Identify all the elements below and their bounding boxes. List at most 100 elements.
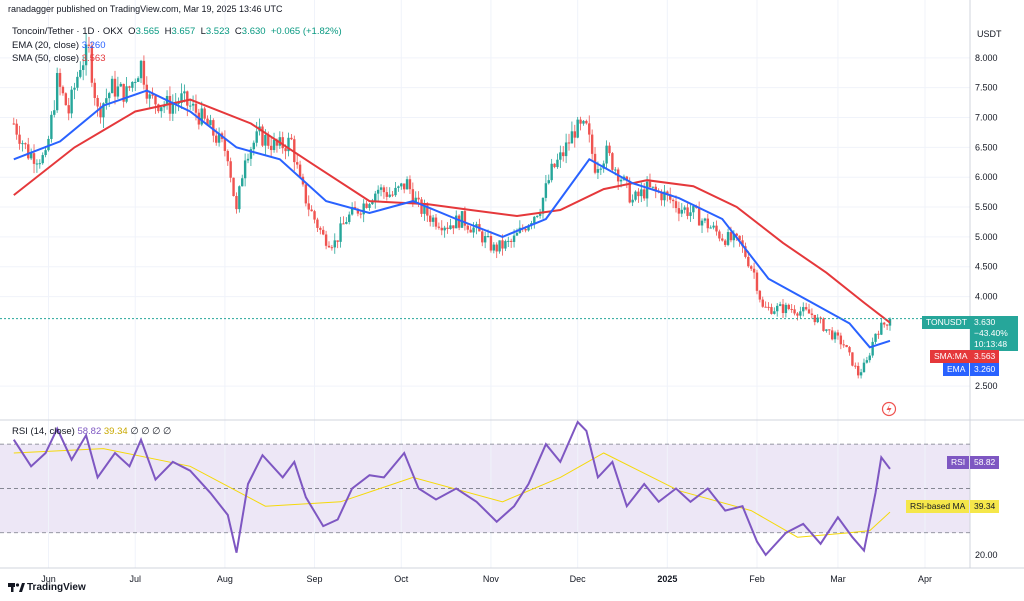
candle-body: [885, 324, 889, 326]
candle-body: [845, 345, 848, 348]
candle-body: [538, 213, 542, 216]
time-tick-label: Jul: [129, 574, 141, 584]
candle-body: [119, 83, 122, 87]
candle-body: [692, 206, 695, 213]
ema-legend[interactable]: EMA (20, close) 3.260: [12, 40, 105, 51]
candle-body: [261, 126, 264, 146]
candle-body: [848, 347, 851, 353]
candle-body: [776, 305, 779, 312]
candle-body: [669, 194, 672, 200]
rsi-legend[interactable]: RSI (14, close) 58.82 39.34 ∅ ∅ ∅ ∅: [12, 426, 171, 437]
candle-body: [235, 196, 238, 210]
candle-body: [674, 201, 678, 209]
candle-body: [666, 191, 669, 195]
candle-body: [417, 197, 420, 200]
candle-body: [350, 207, 354, 215]
candle-body: [209, 120, 212, 126]
symbol-title[interactable]: Toncoin/Tether · 1D · OKX: [12, 26, 123, 37]
candle-body: [463, 211, 467, 226]
candle-body: [524, 229, 527, 231]
candle-body: [200, 108, 203, 125]
candle-body: [148, 94, 151, 99]
candle-body: [712, 225, 715, 228]
rsi-ma-line[interactable]: [13, 448, 891, 538]
price-tick-label: 5.500: [975, 202, 998, 212]
sma-legend-value: 3.563: [81, 53, 106, 64]
candle-body: [134, 81, 137, 83]
ema-legend-label: EMA (20, close): [12, 40, 80, 51]
candle-body: [709, 227, 712, 229]
candle-body: [183, 91, 186, 94]
candle-body: [151, 94, 154, 96]
candle-body: [527, 225, 530, 231]
candle-body: [307, 203, 310, 210]
candle-body: [611, 153, 614, 170]
ohlc-change: +0.065 (+1.82%): [270, 26, 342, 37]
lightning-icon[interactable]: [881, 401, 897, 417]
candle-body: [269, 145, 273, 151]
candle-body: [579, 119, 582, 124]
candle-body: [284, 148, 287, 152]
candle-body: [362, 203, 365, 215]
price-tick-label: 8.000: [975, 53, 998, 63]
candle-body: [830, 330, 834, 340]
sma-legend[interactable]: SMA (50, close) 3.563: [12, 53, 105, 64]
candle-body: [139, 60, 143, 79]
candle-body: [683, 207, 686, 210]
candle-body: [784, 304, 788, 314]
time-tick-label: Jun: [41, 574, 56, 584]
candle-body: [836, 332, 840, 336]
candle-body: [605, 145, 608, 164]
candle-body: [131, 81, 134, 88]
sma-line[interactable]: [13, 98, 891, 324]
candle-body: [738, 235, 741, 241]
candle-body: [15, 123, 18, 135]
candle-body: [400, 183, 403, 187]
rsi-ma-name-tag: RSI-based MA: [906, 500, 970, 513]
rsi-line[interactable]: [12, 420, 891, 557]
rsi-guides: [0, 443, 970, 534]
candle-body: [721, 238, 724, 241]
price-tick-label: 7.500: [975, 83, 998, 93]
candle-body: [313, 211, 316, 220]
tradingview-logo-text[interactable]: TradingView: [27, 582, 86, 593]
candle-body: [275, 139, 279, 146]
ohlc-open: 3.565: [135, 26, 160, 37]
tradingview-logo-icon[interactable]: [8, 583, 25, 592]
ema-legend-value: 3.260: [81, 40, 106, 51]
candle-body: [431, 217, 435, 222]
candle-body: [822, 318, 825, 331]
candle-body: [689, 212, 692, 216]
candle-body: [84, 44, 88, 66]
last-price-value: 3.630: [974, 317, 996, 327]
candle-body: [564, 142, 568, 157]
ema-name-tag: EMA: [943, 363, 970, 376]
candle-body: [426, 205, 429, 216]
currency-label[interactable]: USDT: [977, 29, 1002, 39]
candle-body: [241, 178, 244, 187]
candle-body: [212, 120, 215, 136]
candle-body: [249, 149, 253, 159]
candle-body: [544, 183, 548, 198]
candle-body: [781, 304, 785, 314]
candle-body: [324, 234, 328, 246]
candle-body: [793, 309, 796, 314]
candle-body: [272, 139, 276, 151]
candle-body: [371, 201, 374, 205]
candle-body: [790, 308, 793, 310]
candle-body: [504, 241, 507, 249]
candle-body: [472, 227, 475, 233]
ema-line[interactable]: [13, 89, 891, 349]
candle-body: [764, 306, 767, 308]
ohlc-o-label: O: [128, 26, 136, 37]
symbol-price-tag: TONUSDT: [922, 316, 971, 329]
candle-body: [171, 104, 175, 114]
price-tick-label: 4.000: [975, 292, 998, 302]
candle-body: [223, 138, 227, 151]
time-axis-ticks: Jun Jul Aug Sep Oct Nov Dec 2025 Feb Mar Apr: [41, 574, 932, 584]
candle-body: [385, 192, 389, 197]
ohlc-close: 3.630: [241, 26, 266, 37]
candle-body: [804, 307, 808, 310]
candle-body: [122, 83, 125, 102]
